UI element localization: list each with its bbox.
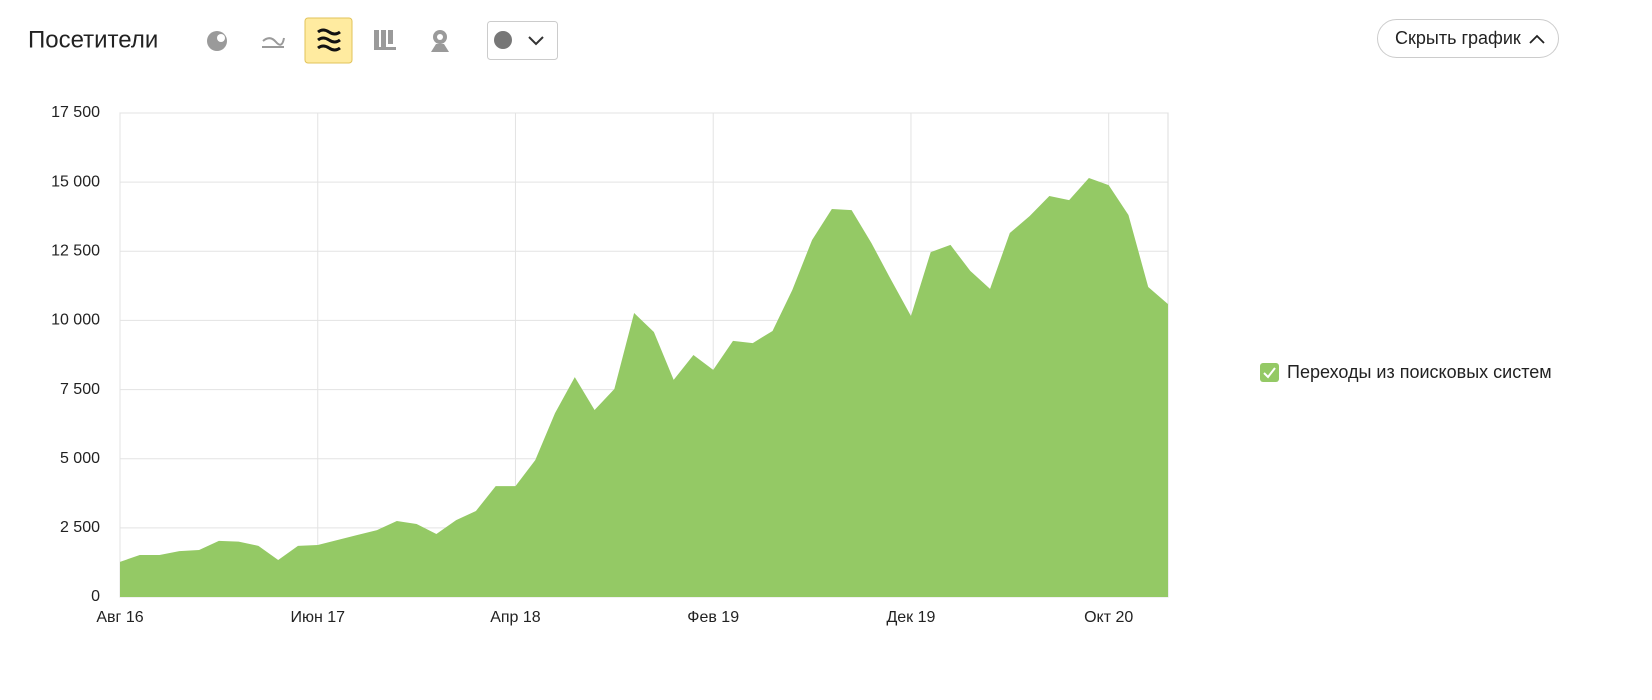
- hide-chart-button[interactable]: Скрыть график: [1377, 19, 1559, 58]
- plot: [119, 112, 1169, 598]
- pie-button[interactable]: [207, 31, 227, 51]
- toolbar: [207, 17, 558, 64]
- hide-chart-label: Скрыть график: [1395, 28, 1521, 48]
- bars-button[interactable]: [374, 30, 396, 50]
- x-tick-label: Окт 20: [1084, 609, 1133, 626]
- y-tick-label: 0: [91, 588, 100, 605]
- y-tick-label: 10 000: [51, 312, 100, 329]
- comments-dropdown[interactable]: [487, 21, 558, 60]
- y-tick-label: 12 500: [51, 243, 100, 260]
- area: [120, 177, 1168, 597]
- x-tick-label: Апр 18: [490, 609, 541, 626]
- page-title: Посетители: [28, 26, 158, 53]
- x-tick-label: Дек 19: [886, 609, 935, 626]
- y-tick-label: 17 500: [51, 104, 100, 121]
- x-tick-label: Фев 19: [687, 609, 739, 626]
- y-tick-label: 2 500: [60, 519, 100, 536]
- x-tick-label: Июн 17: [290, 609, 345, 626]
- y-tick-label: 15 000: [51, 173, 100, 190]
- legend: Переходы из поисковых систем: [1260, 362, 1552, 382]
- area-button[interactable]: [304, 17, 353, 64]
- map-button[interactable]: [431, 30, 449, 52]
- x-tick-label: Авг 16: [96, 609, 143, 626]
- line-button[interactable]: [262, 37, 285, 48]
- y-tick-label: 5 000: [60, 450, 100, 467]
- legend-label: Переходы из поисковых систем: [1287, 362, 1552, 382]
- legend-checkbox[interactable]: [1260, 363, 1279, 382]
- y-tick-label: 7 500: [60, 381, 100, 398]
